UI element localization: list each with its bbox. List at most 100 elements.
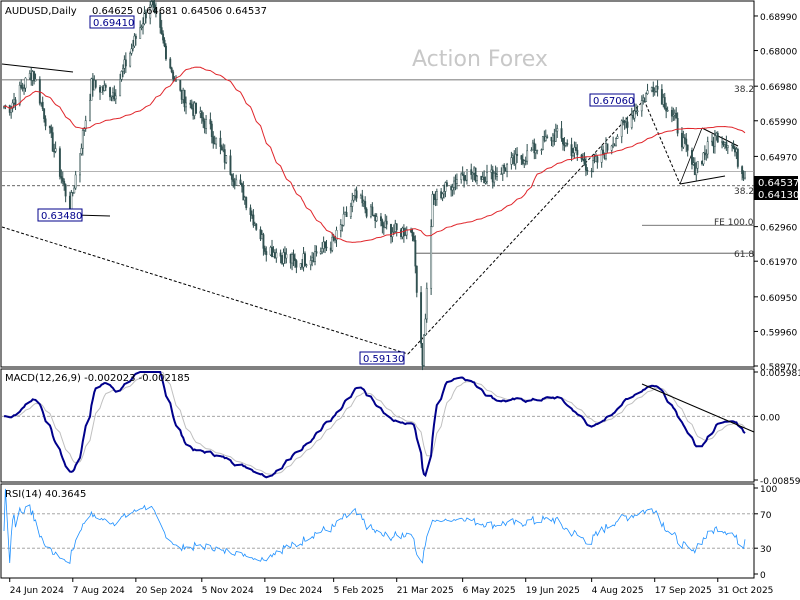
candle-body — [520, 155, 523, 160]
candle-body — [451, 187, 454, 191]
rsi-line — [3, 488, 746, 565]
candle-body — [229, 155, 232, 175]
candle-body — [445, 182, 448, 187]
candle-body — [470, 169, 473, 175]
candle-body — [252, 214, 255, 226]
time-tick-label: 4 Aug 2025 — [592, 586, 644, 596]
macd-tick-label: 0.00 — [760, 413, 780, 423]
candle-body — [165, 45, 167, 60]
candle-body — [129, 53, 132, 67]
candle-body — [361, 195, 364, 204]
candle-body — [169, 58, 172, 69]
candle-body — [219, 137, 222, 147]
candle-body — [110, 95, 113, 98]
candle-body — [342, 213, 345, 226]
candle-body — [496, 174, 498, 177]
candle-body — [500, 173, 503, 175]
candle-body — [610, 145, 613, 151]
candle-body — [653, 91, 656, 93]
candle-body — [332, 236, 335, 241]
candle-body — [560, 128, 563, 139]
candle-body — [726, 145, 729, 148]
price-tick-label: 0.64970 — [760, 153, 797, 163]
candle-body — [732, 144, 735, 149]
candle-body — [424, 318, 427, 336]
callout-high: 0.69410 — [89, 15, 135, 29]
candle-body — [20, 84, 23, 88]
macd-label: MACD(12,26,9) -0.002023 -0.002185 — [5, 373, 190, 384]
candle-body — [43, 108, 46, 119]
candle-body — [60, 176, 63, 179]
candle-body — [605, 143, 607, 159]
price-tick-label: 0.62960 — [760, 224, 797, 234]
candle-body — [483, 176, 486, 184]
candle-body — [420, 292, 423, 344]
candle-body — [626, 121, 629, 128]
callout-left-low: 0.63480 — [37, 208, 83, 222]
time-tick-label: 5 Feb 2025 — [334, 586, 384, 596]
candle-body — [210, 123, 213, 137]
candle-body — [414, 240, 417, 267]
candle-body — [556, 128, 559, 132]
candle-body — [503, 164, 506, 169]
candle-body — [140, 26, 143, 29]
macd-tick-label: 0.005981 — [760, 369, 800, 379]
candle-body — [160, 27, 163, 35]
candle-body — [11, 102, 14, 109]
candle-body — [686, 144, 689, 151]
candle-body — [230, 174, 233, 180]
candle-body — [506, 163, 509, 172]
candle-body — [696, 161, 699, 169]
candle-body — [331, 236, 334, 251]
candle-body — [263, 248, 266, 252]
candle-body — [133, 35, 136, 47]
candle-body — [73, 187, 76, 194]
candle-body — [606, 143, 609, 151]
rsi-tick-label: 100 — [760, 485, 777, 495]
candle-body — [586, 169, 589, 172]
candle-body — [544, 136, 547, 141]
candle-body — [433, 194, 435, 199]
candle-body — [349, 206, 352, 218]
candle-body — [163, 39, 166, 47]
candle-body — [411, 231, 414, 237]
candle-body — [51, 132, 54, 152]
candle-body — [23, 87, 26, 90]
long-dashed-trend — [1, 226, 409, 355]
candle-body — [232, 179, 235, 182]
candle-body — [175, 80, 177, 82]
candle-body — [584, 163, 587, 171]
candle-body — [516, 153, 519, 156]
candle-body — [461, 173, 464, 176]
candle-body — [666, 110, 669, 112]
macd-lines — [2, 371, 755, 479]
candle-body — [600, 149, 603, 163]
candle-body — [130, 48, 133, 54]
candle-body — [645, 93, 648, 102]
candle-body — [89, 100, 91, 121]
candle-body — [119, 79, 122, 97]
candle-body — [453, 180, 455, 188]
candle-body — [656, 85, 659, 90]
candle-body — [212, 136, 215, 144]
candle-body — [152, 1, 155, 6]
candle-body — [620, 120, 623, 137]
candle-body — [526, 150, 529, 162]
candle-body — [144, 11, 147, 19]
fib-levels — [2, 79, 754, 254]
callout-low: 0.59130 — [359, 351, 405, 365]
candle-body — [441, 193, 444, 199]
candle-body — [583, 158, 586, 165]
candle-body — [465, 169, 468, 181]
candle-body — [142, 23, 144, 28]
candle-body — [663, 97, 666, 109]
candle-body — [736, 149, 739, 167]
candle-body — [364, 201, 367, 210]
moving-average — [3, 66, 746, 243]
candle-body — [425, 287, 428, 320]
candle-body — [705, 153, 708, 156]
time-tick-label: 19 Jun 2025 — [526, 586, 580, 596]
candle-body — [275, 252, 278, 259]
rsi-tick-label: 0 — [760, 571, 766, 581]
candle-body — [523, 160, 526, 164]
